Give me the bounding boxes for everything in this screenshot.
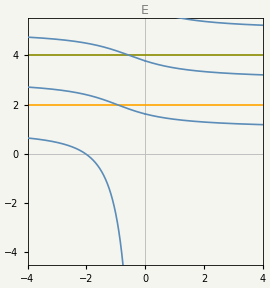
Title: E: E (141, 4, 149, 17)
